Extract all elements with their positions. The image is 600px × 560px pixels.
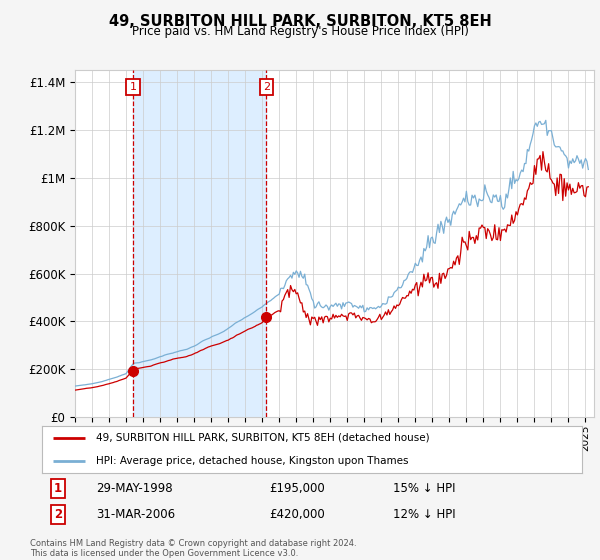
Text: 15% ↓ HPI: 15% ↓ HPI	[393, 482, 455, 494]
Text: £420,000: £420,000	[269, 508, 325, 521]
Text: 1: 1	[54, 482, 62, 494]
Text: This data is licensed under the Open Government Licence v3.0.: This data is licensed under the Open Gov…	[30, 549, 298, 558]
Bar	[133, 70, 266, 417]
Text: 1: 1	[130, 82, 137, 92]
Text: £195,000: £195,000	[269, 482, 325, 494]
Text: Price paid vs. HM Land Registry's House Price Index (HPI): Price paid vs. HM Land Registry's House …	[131, 25, 469, 38]
Text: 12% ↓ HPI: 12% ↓ HPI	[393, 508, 455, 521]
Text: Contains HM Land Registry data © Crown copyright and database right 2024.: Contains HM Land Registry data © Crown c…	[30, 539, 356, 548]
Text: 29-MAY-1998: 29-MAY-1998	[96, 482, 173, 494]
Text: 31-MAR-2006: 31-MAR-2006	[96, 508, 175, 521]
Text: 49, SURBITON HILL PARK, SURBITON, KT5 8EH (detached house): 49, SURBITON HILL PARK, SURBITON, KT5 8E…	[96, 432, 430, 442]
Text: 49, SURBITON HILL PARK, SURBITON, KT5 8EH: 49, SURBITON HILL PARK, SURBITON, KT5 8E…	[109, 14, 491, 29]
Text: 2: 2	[263, 82, 270, 92]
Text: HPI: Average price, detached house, Kingston upon Thames: HPI: Average price, detached house, King…	[96, 456, 409, 466]
Text: 2: 2	[54, 508, 62, 521]
